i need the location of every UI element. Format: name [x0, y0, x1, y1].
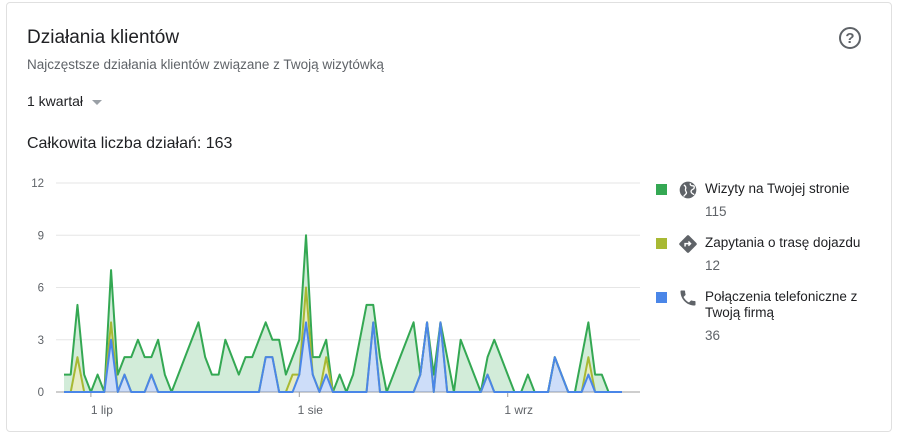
legend-value: 36: [705, 328, 721, 343]
legend-item-calls[interactable]: Połączenia telefoniczne z Twoją firmą 36: [656, 286, 886, 343]
series-area: [64, 235, 622, 392]
legend-label: Wizyty na Twojej stronie: [705, 181, 850, 196]
legend-value: 12: [705, 258, 721, 273]
legend-label: Zapytania o trasę dojazdu: [705, 235, 861, 250]
period-dropdown[interactable]: 1 kwartał: [27, 93, 103, 109]
card-title: Działania klientów: [27, 27, 180, 48]
card-subtitle: Najczęstsze działania klientów związane …: [27, 57, 384, 72]
chart-legend: Wizyty na Twojej stronie 115 Zapytania o…: [656, 178, 886, 343]
phone-icon: [680, 290, 696, 306]
customer-actions-card: Działania klientów Najczęstsze działania…: [6, 2, 892, 432]
chevron-down-icon: [92, 99, 103, 105]
period-dropdown-label: 1 kwartał: [27, 93, 84, 109]
y-tick-label: 12: [31, 178, 44, 190]
directions-icon: [679, 235, 697, 253]
y-tick-label: 6: [38, 283, 44, 295]
globe-icon: [679, 181, 697, 199]
y-tick-label: 9: [38, 230, 44, 242]
legend-item-directions[interactable]: Zapytania o trasę dojazdu 12: [656, 232, 886, 286]
x-tick-label: 1 lip: [91, 403, 113, 417]
legend-swatch: [656, 292, 667, 303]
legend-swatch: [656, 238, 667, 249]
help-circle-icon[interactable]: ?: [839, 27, 861, 49]
y-tick-label: 3: [38, 335, 44, 347]
total-actions: Całkowita liczba działań: 163: [27, 135, 233, 152]
y-tick-label: 0: [38, 387, 44, 399]
legend-value: 115: [705, 204, 727, 219]
legend-swatch: [656, 184, 667, 195]
x-tick-label: 1 wrz: [504, 403, 533, 417]
series-line: [64, 234, 622, 393]
legend-item-website[interactable]: Wizyty na Twojej stronie 115: [656, 178, 886, 232]
x-tick-label: 1 sie: [298, 403, 324, 417]
legend-label: Połączenia telefoniczne z Twoją firmą: [705, 289, 858, 320]
series-line: [64, 321, 622, 393]
